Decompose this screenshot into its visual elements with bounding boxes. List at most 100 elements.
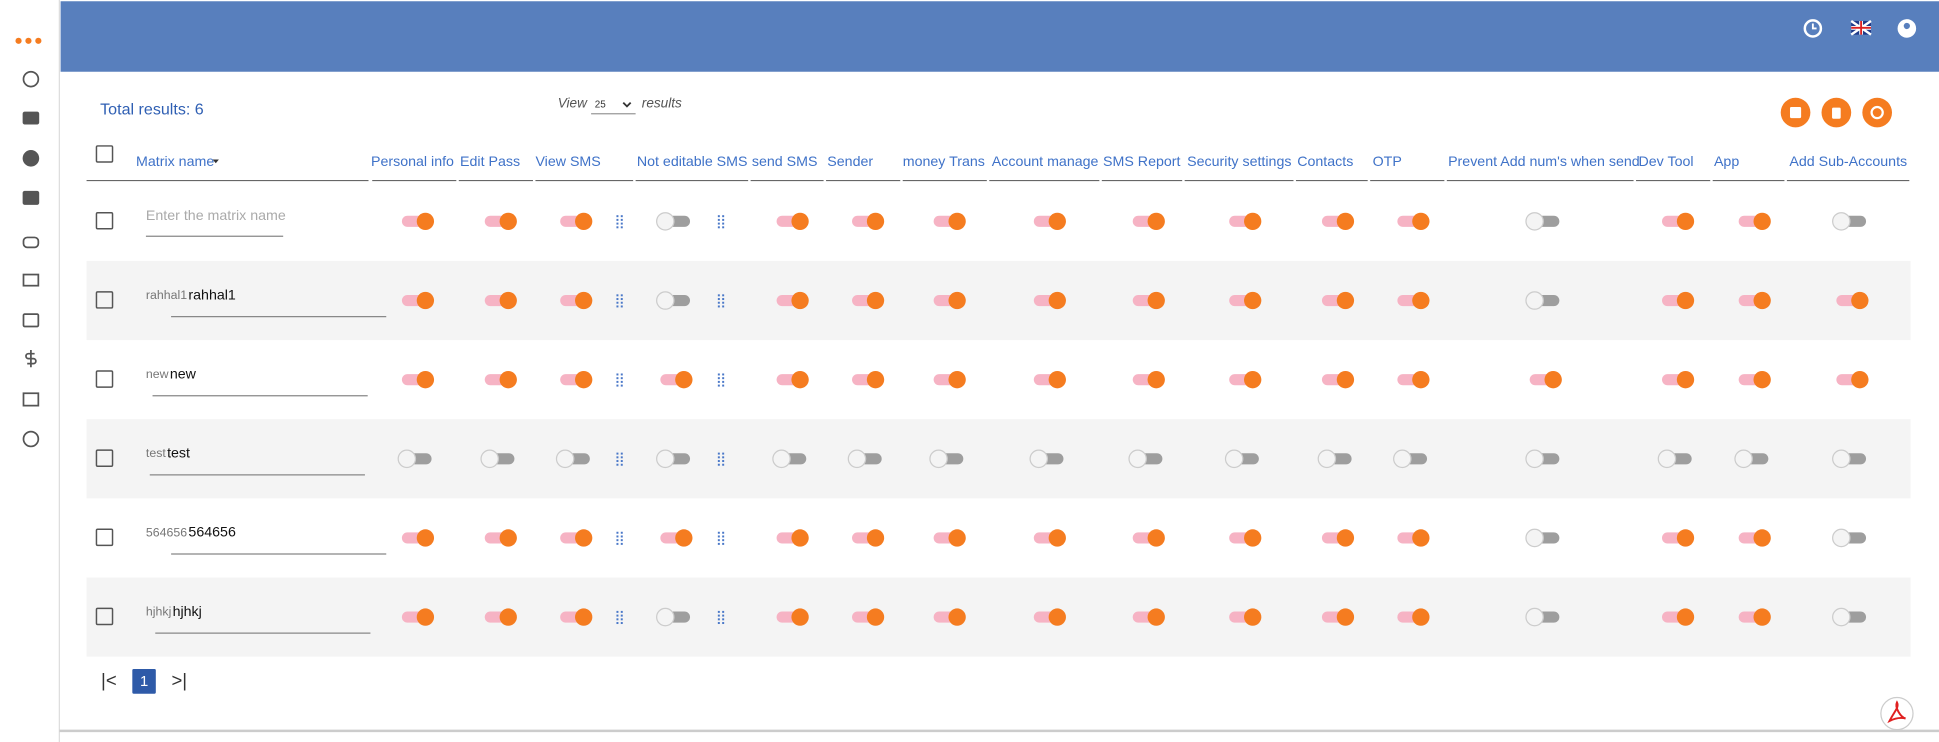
toggle[interactable] [397,449,432,469]
toggle[interactable] [852,371,885,389]
save-button[interactable] [1780,97,1811,128]
toggle[interactable] [1229,371,1262,389]
select-all-checkbox[interactable] [95,145,114,163]
toggle[interactable] [555,449,590,469]
options-icon[interactable] [616,215,623,229]
options-icon[interactable] [717,294,725,308]
toggle[interactable] [933,608,966,626]
toggle[interactable] [776,529,809,547]
toggle[interactable] [1832,607,1867,627]
toggle[interactable] [560,529,593,547]
first-page[interactable]: |< [101,669,117,690]
toggle[interactable] [660,529,693,547]
row-checkbox[interactable] [95,449,114,467]
toggle[interactable] [1738,529,1771,547]
toggle[interactable] [1397,291,1430,310]
page-size[interactable]: 25 [595,100,606,111]
toggle[interactable] [401,371,435,389]
toggle[interactable] [1662,608,1695,626]
options-icon[interactable] [616,452,623,466]
history-icon[interactable] [1803,19,1823,38]
toggle[interactable] [1321,212,1355,231]
refresh-button[interactable] [1862,97,1893,128]
options-icon[interactable] [616,610,623,625]
menu-dots[interactable] [15,37,42,44]
options-icon[interactable] [616,373,623,387]
toggle[interactable] [484,371,517,389]
row-checkbox[interactable] [95,607,114,626]
sort-icon[interactable] [212,159,219,164]
current-page-box[interactable] [132,669,156,694]
toggle[interactable] [933,291,966,310]
toggle[interactable] [1525,607,1560,627]
toggle[interactable] [401,212,435,231]
toggle[interactable] [772,449,807,469]
row-checkbox[interactable] [95,370,114,388]
row-checkbox[interactable] [95,291,114,309]
toggle[interactable] [1229,212,1262,231]
toggle[interactable] [1321,291,1355,310]
toggle[interactable] [1397,529,1430,547]
toggle[interactable] [1738,291,1771,310]
toggle[interactable] [660,371,693,389]
toggle[interactable] [1397,371,1430,389]
toggle[interactable] [847,449,882,469]
toggle[interactable] [1836,291,1869,310]
toggle[interactable] [1321,608,1355,626]
row-checkbox[interactable] [95,528,114,547]
toggle[interactable] [1832,212,1867,231]
delete-button[interactable] [1821,97,1852,128]
toggle[interactable] [1033,529,1066,547]
toggle[interactable] [1662,529,1695,547]
matrix-name-header[interactable]: Matrix name [136,154,214,170]
name-input-value[interactable]: test [167,446,190,462]
current-page[interactable]: 1 [140,674,148,690]
options-icon[interactable] [616,531,623,545]
toggle[interactable] [1132,212,1165,231]
toggle[interactable] [480,449,515,469]
toggle[interactable] [484,529,517,547]
name-input-value[interactable]: 564656 [188,525,236,541]
toggle[interactable] [776,212,809,231]
options-icon[interactable] [717,452,725,466]
toggle[interactable] [1224,449,1259,469]
toggle[interactable] [776,371,809,389]
toggle[interactable] [1029,449,1064,469]
toggle[interactable] [560,212,593,231]
toggle[interactable] [929,449,964,469]
toggle[interactable] [1832,449,1867,469]
toggle[interactable] [1229,529,1262,547]
toggle[interactable] [1132,529,1165,547]
toggle[interactable] [776,291,809,310]
pdf-button[interactable] [1880,696,1914,731]
toggle[interactable] [1657,449,1692,469]
options-icon[interactable] [616,294,623,308]
toggle[interactable] [560,608,593,626]
name-input-placeholder[interactable]: Enter the matrix name [146,208,286,224]
toggle[interactable] [484,212,517,231]
toggle[interactable] [1662,212,1695,231]
toggle[interactable] [933,212,966,231]
row-checkbox[interactable] [95,211,114,230]
name-input-value[interactable]: new [170,366,197,382]
toggle[interactable] [852,212,885,231]
options-icon[interactable] [717,215,725,229]
toggle[interactable] [1525,291,1560,310]
toggle[interactable] [1734,449,1769,469]
toggle[interactable] [1738,371,1771,389]
toggle[interactable] [1662,371,1695,389]
toggle[interactable] [1397,608,1430,626]
toggle[interactable] [852,608,885,626]
toggle[interactable] [484,291,517,310]
toggle[interactable] [1393,449,1428,469]
toggle[interactable] [1525,449,1560,469]
toggle[interactable] [656,607,691,627]
toggle[interactable] [401,291,435,310]
toggle[interactable] [1033,212,1066,231]
last-page[interactable]: >| [171,669,187,690]
toggle[interactable] [1525,212,1560,231]
toggle[interactable] [1317,449,1352,469]
toggle[interactable] [1132,371,1165,389]
toggle[interactable] [1525,528,1560,548]
toggle[interactable] [656,212,691,231]
